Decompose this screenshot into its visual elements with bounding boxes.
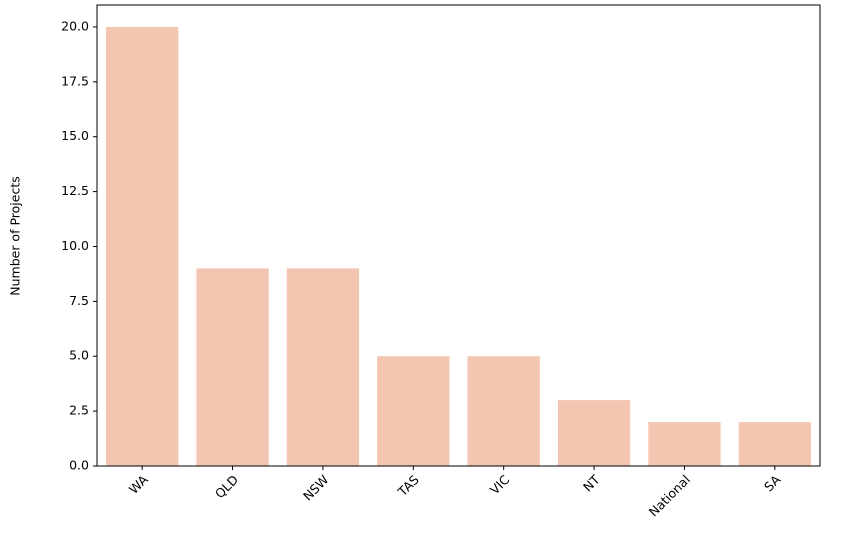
x-tick-label: VIC xyxy=(487,472,513,498)
y-tick-label: 7.5 xyxy=(69,293,89,308)
bar xyxy=(738,422,811,466)
x-tick-label: NT xyxy=(580,472,603,495)
x-tick-label: QLD xyxy=(212,472,241,501)
bar xyxy=(557,400,631,466)
bar xyxy=(196,268,269,466)
x-tick-label: NSW xyxy=(300,472,332,504)
x-tick-label: WA xyxy=(126,472,151,497)
bar xyxy=(467,356,540,466)
y-tick-label: 15.0 xyxy=(61,128,89,143)
x-tick-label: TAS xyxy=(394,472,422,500)
y-tick-label: 0.0 xyxy=(69,458,89,473)
y-tick-label: 17.5 xyxy=(61,73,89,88)
y-tick-label: 20.0 xyxy=(61,18,89,33)
y-tick-label: 10.0 xyxy=(61,238,89,253)
bar xyxy=(648,422,721,466)
x-tick-label: SA xyxy=(761,472,784,495)
bar xyxy=(286,268,360,466)
y-axis-label: Number of Projects xyxy=(8,176,23,296)
x-tick-label: National xyxy=(646,472,693,519)
y-tick-label: 12.5 xyxy=(61,183,89,198)
y-tick-label: 2.5 xyxy=(69,403,89,418)
bar xyxy=(106,26,179,466)
y-tick-label: 5.0 xyxy=(69,348,89,363)
bar xyxy=(377,356,450,466)
plot-frame xyxy=(96,4,821,467)
